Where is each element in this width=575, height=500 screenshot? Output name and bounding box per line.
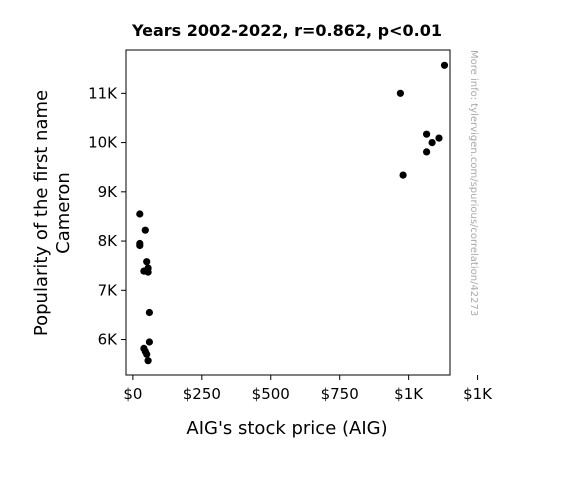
x-tick-label-6: $1K bbox=[463, 385, 493, 403]
data-point-20 bbox=[143, 350, 151, 358]
plot-area: $0 $250 $500 $750 $1K $1K 6K 7K 8K 9K 10K 11K bbox=[88, 49, 493, 403]
data-point-7 bbox=[428, 139, 436, 147]
data-point-9 bbox=[141, 226, 149, 234]
data-point-15 bbox=[144, 268, 152, 276]
data-point-17 bbox=[145, 338, 153, 346]
y-axis-label-group: Popularity of the first name Cameron bbox=[31, 90, 74, 336]
y-tick-label-5: 10K bbox=[88, 134, 118, 152]
source-note: More info: tylervigen.com/spurious/corre… bbox=[468, 50, 479, 316]
y-tick-label-1: 6K bbox=[98, 331, 119, 349]
data-point-8 bbox=[136, 210, 144, 218]
y-tick-label-4: 9K bbox=[98, 183, 119, 201]
data-point-5 bbox=[423, 130, 431, 138]
x-tick-label-4: $750 bbox=[321, 385, 359, 403]
x-tick-label-1: $0 bbox=[123, 385, 142, 403]
data-point-12 bbox=[143, 258, 151, 266]
chart-title: Years 2002-2022, r=0.862, p<0.01 bbox=[131, 21, 442, 40]
y-axis-label-line-2: Cameron bbox=[53, 172, 74, 254]
data-point-2 bbox=[396, 89, 404, 97]
y-tick-label-6: 11K bbox=[88, 84, 118, 102]
x-axis-label: AIG's stock price (AIG) bbox=[186, 418, 387, 439]
data-point-3 bbox=[399, 171, 407, 179]
data-point-11 bbox=[136, 241, 144, 250]
x-tick-label-2: $250 bbox=[183, 385, 221, 403]
y-tick-label-3: 8K bbox=[98, 232, 119, 250]
x-axis-ticks: $0 $250 $500 $750 $1K $1K bbox=[123, 375, 493, 403]
x-tick-label-5: $1K bbox=[394, 385, 424, 403]
data-point-16 bbox=[145, 308, 153, 317]
y-axis-label-line-1: Popularity of the first name bbox=[31, 90, 52, 336]
data-point-1 bbox=[440, 61, 449, 69]
y-tick-label-2: 7K bbox=[98, 281, 119, 299]
x-tick-label-3: $500 bbox=[252, 385, 290, 403]
data-point-4 bbox=[435, 134, 443, 142]
data-point-6 bbox=[423, 148, 431, 156]
data-points bbox=[136, 61, 449, 365]
y-axis-ticks: 6K 7K 8K 9K 10K 11K bbox=[88, 84, 126, 349]
data-point-21 bbox=[144, 357, 152, 365]
plot-frame bbox=[125, 49, 451, 376]
side-note-group: More info: tylervigen.com/spurious/corre… bbox=[468, 50, 479, 316]
